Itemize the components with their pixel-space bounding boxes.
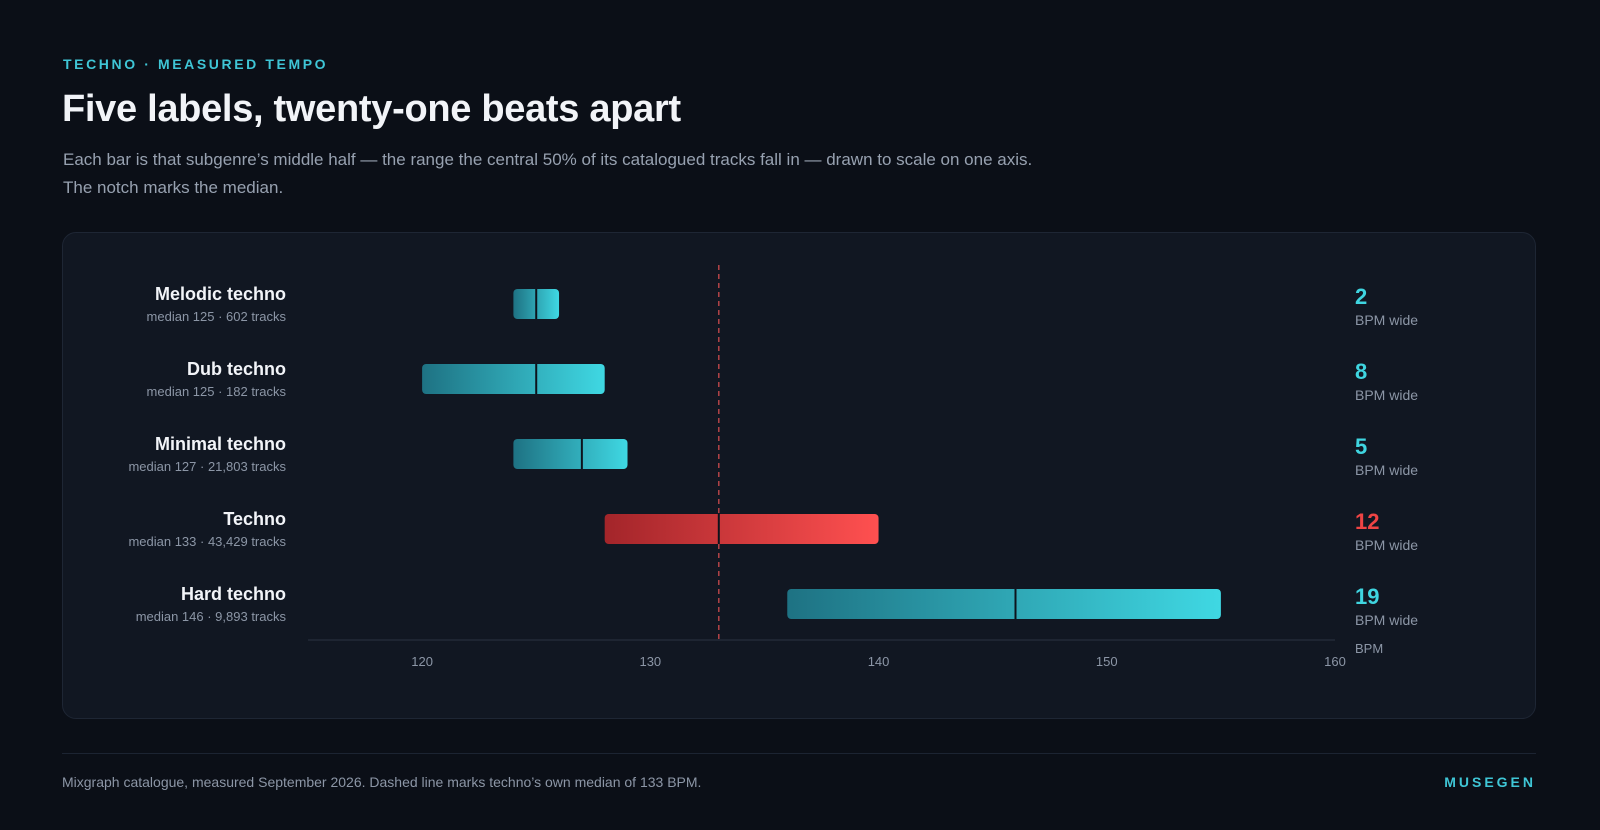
brand-logo: MUSEGEN xyxy=(1444,774,1536,790)
subgenre-name: Melodic techno xyxy=(155,284,286,304)
range-width-unit: BPM wide xyxy=(1355,387,1418,403)
subtitle-line-2: The notch marks the median. xyxy=(63,178,284,197)
iqr-bar xyxy=(513,439,628,469)
iqr-bar xyxy=(604,514,879,544)
iqr-bar xyxy=(787,589,1221,619)
subgenre-meta: median 125 · 602 tracks xyxy=(147,309,287,324)
subtitle-line-1: Each bar is that subgenre’s middle half … xyxy=(63,150,1033,169)
subgenre-name: Dub techno xyxy=(187,359,286,379)
range-chart: 120 130 140 150 160 BPM Melodic techno median 1… xyxy=(128,265,1418,669)
eyebrow-label: TECHNO · MEASURED TEMPO xyxy=(63,56,329,72)
footnote: Mixgraph catalogue, measured September 2… xyxy=(62,774,702,790)
footer-divider xyxy=(62,753,1536,754)
range-width-value: 12 xyxy=(1355,509,1379,534)
range-width-unit: BPM wide xyxy=(1355,612,1418,628)
range-width-unit: BPM wide xyxy=(1355,537,1418,553)
subgenre-name: Minimal techno xyxy=(155,434,286,454)
subgenre-name: Techno xyxy=(223,509,286,529)
subgenre-meta: median 127 · 21,803 tracks xyxy=(128,459,286,474)
x-tick-label: 130 xyxy=(639,654,661,669)
x-tick-label: 120 xyxy=(411,654,433,669)
subgenre-name: Hard techno xyxy=(181,584,286,604)
range-width-value: 2 xyxy=(1355,284,1367,309)
x-tick-label: 150 xyxy=(1096,654,1118,669)
x-tick-label: 160 xyxy=(1324,654,1346,669)
range-width-value: 19 xyxy=(1355,584,1379,609)
range-width-value: 8 xyxy=(1355,359,1367,384)
x-tick-label: 140 xyxy=(868,654,890,669)
range-width-value: 5 xyxy=(1355,434,1367,459)
iqr-bar xyxy=(422,364,605,394)
subgenre-meta: median 133 · 43,429 tracks xyxy=(128,534,286,549)
range-width-unit: BPM wide xyxy=(1355,312,1418,328)
page-title: Five labels, twenty-one beats apart xyxy=(62,88,681,130)
subgenre-meta: median 125 · 182 tracks xyxy=(147,384,287,399)
chart-panel: 120 130 140 150 160 BPM Melodic techno median 1… xyxy=(62,232,1536,719)
subgenre-meta: median 146 · 9,893 tracks xyxy=(136,609,287,624)
x-axis-unit-label: BPM xyxy=(1355,641,1383,656)
chart-subtitle: Each bar is that subgenre’s middle half … xyxy=(63,146,1213,202)
range-width-unit: BPM wide xyxy=(1355,462,1418,478)
